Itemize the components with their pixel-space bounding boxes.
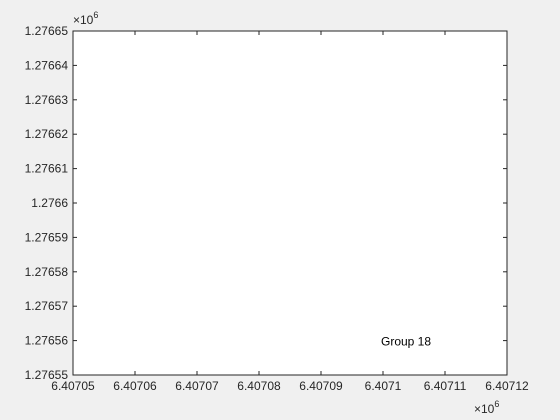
annotations: Group 18 — [381, 335, 431, 349]
y-exponent-power: 6 — [93, 10, 98, 20]
y-tick-label: 1.27662 — [25, 127, 69, 141]
x-tick-label: 6.40706 — [113, 379, 157, 393]
x-tick-label: 6.40712 — [485, 379, 529, 393]
x-exponent-base: ×10 — [474, 402, 495, 416]
y-tick-label: 1.27661 — [25, 162, 69, 176]
x-tick-label: 6.40705 — [51, 379, 95, 393]
y-tick-label: 1.27657 — [25, 299, 69, 313]
axes-frame — [72, 30, 508, 376]
x-exponent-power: 6 — [494, 399, 499, 409]
y-tick-label: 1.27663 — [25, 93, 69, 107]
axes-background — [73, 31, 507, 375]
y-tick-labels: 1.27655 1.27656 1.27657 1.27658 1.27659 1.276… — [25, 24, 69, 382]
y-tick-label: 1.27665 — [25, 24, 69, 38]
y-exponent-base: ×10 — [73, 13, 94, 27]
y-tick-label: 1.27655 — [25, 368, 69, 382]
y-tick-label: 1.27656 — [25, 334, 69, 348]
x-tick-labels: 6.40705 6.40706 6.40707 6.40708 6.40709 6.407… — [51, 379, 529, 393]
x-tick-label: 6.4071 — [365, 379, 402, 393]
x-exponent-label: ×106 — [474, 399, 499, 416]
x-tick-label: 6.40711 — [424, 379, 467, 393]
y-tick-label: 1.27659 — [25, 230, 69, 244]
x-tick-label: 6.40707 — [175, 379, 219, 393]
x-tick-label: 6.40709 — [299, 379, 343, 393]
y-exponent-label: ×106 — [73, 10, 98, 27]
group-label-annotation: Group 18 — [381, 335, 431, 349]
y-tick-label: 1.27658 — [25, 265, 69, 279]
x-tick-label: 6.40708 — [237, 379, 281, 393]
y-tick-label: 1.27664 — [25, 58, 69, 72]
y-tick-label: 1.2766 — [31, 196, 68, 210]
